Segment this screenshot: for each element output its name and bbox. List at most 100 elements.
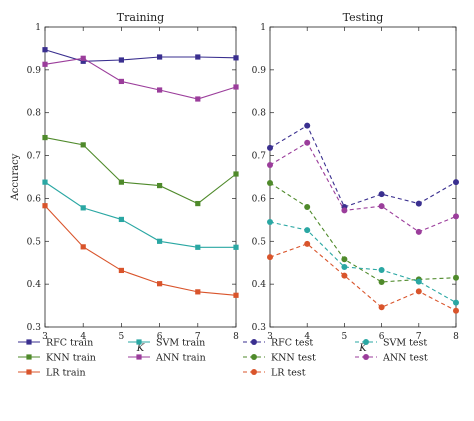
data-point-knn-train bbox=[42, 134, 48, 141]
data-point-rfc-test bbox=[378, 191, 385, 198]
data-point-ann-test bbox=[341, 207, 348, 214]
legend-label-svm-test: SVM test bbox=[383, 338, 427, 349]
data-point-ann-train bbox=[233, 84, 239, 90]
y-tick-label: 1 bbox=[35, 23, 41, 33]
legend-marker-ann-test bbox=[363, 354, 369, 360]
series-line-lr-test bbox=[269, 243, 457, 312]
x-tick-label: 6 bbox=[379, 332, 385, 342]
data-point-ann-test bbox=[378, 203, 385, 210]
legend-marker-ann-train bbox=[136, 354, 142, 360]
y-tick-label: 0.3 bbox=[252, 323, 267, 333]
y-tick-label: 0.7 bbox=[27, 152, 42, 162]
y-tick-label: 0.3 bbox=[27, 323, 42, 333]
legend-marker-lr-test bbox=[251, 369, 257, 375]
testing-legend: RFC test KNN test LR test SVM test ANN test bbox=[243, 338, 428, 379]
data-point-lr-test bbox=[341, 272, 348, 279]
x-tick-label: 4 bbox=[80, 332, 86, 342]
legend-marker-rfc-test bbox=[251, 339, 257, 345]
data-point-ann-train bbox=[80, 55, 86, 61]
data-point-svm-test bbox=[378, 267, 385, 273]
legend-label-ann-test: ANN test bbox=[382, 353, 428, 364]
data-point-ann-train bbox=[118, 78, 124, 85]
x-tick-label: 3 bbox=[42, 332, 48, 342]
data-point-knn-train bbox=[195, 200, 201, 207]
data-point-ann-test bbox=[304, 139, 311, 146]
data-point-lr-test bbox=[378, 304, 385, 311]
legend-marker-svm-test bbox=[363, 339, 369, 345]
y-tick-label: 0.9 bbox=[27, 66, 42, 76]
data-point-knn-train bbox=[233, 171, 239, 177]
x-tick-label: 4 bbox=[304, 332, 310, 342]
legend-marker-knn-test bbox=[251, 354, 257, 360]
data-point-lr-train bbox=[118, 267, 124, 274]
data-point-knn-test bbox=[267, 180, 273, 186]
data-point-ann-test bbox=[415, 228, 422, 235]
x-tick-label: 5 bbox=[119, 332, 125, 342]
data-point-lr-train bbox=[195, 289, 201, 295]
series-line-svm-train bbox=[44, 181, 236, 248]
data-point-ann-test bbox=[267, 162, 273, 168]
data-point-rfc-test bbox=[453, 179, 459, 186]
series-line-lr-train bbox=[44, 205, 237, 296]
data-point-lr-train bbox=[42, 203, 48, 209]
series-line-rfc-test bbox=[269, 124, 457, 208]
y-tick-label: 0.6 bbox=[252, 194, 267, 204]
data-point-lr-test bbox=[304, 240, 311, 247]
y-tick-label: 0.7 bbox=[252, 152, 267, 162]
series-line-ann-test bbox=[269, 141, 457, 233]
data-point-lr-test bbox=[415, 288, 422, 295]
data-point-knn-test bbox=[378, 279, 385, 285]
data-point-rfc-train bbox=[80, 58, 86, 64]
x-axis-label: K bbox=[136, 343, 145, 354]
x-tick-label: 3 bbox=[267, 332, 273, 342]
data-point-lr-train bbox=[80, 244, 86, 250]
data-point-rfc-train bbox=[195, 54, 201, 60]
series-line-svm-test bbox=[269, 221, 457, 304]
chart-title: Testing bbox=[343, 11, 384, 24]
data-point-svm-test bbox=[304, 227, 311, 234]
series-line-knn-train bbox=[44, 137, 237, 205]
data-point-ann-train bbox=[157, 87, 163, 93]
y-tick-label: 0.9 bbox=[252, 66, 267, 76]
data-point-knn-test bbox=[341, 256, 348, 263]
legend-marker-lr-train bbox=[26, 369, 32, 375]
plot-frame bbox=[269, 26, 457, 328]
legend-label-knn-train: KNN train bbox=[46, 353, 96, 364]
legend-marker-svm-train bbox=[136, 339, 142, 345]
data-point-rfc-train bbox=[233, 55, 239, 61]
y-tick-label: 0.4 bbox=[27, 280, 42, 290]
plot-frame bbox=[44, 26, 237, 328]
data-point-svm-train bbox=[157, 238, 163, 244]
data-point-rfc-train bbox=[157, 54, 163, 60]
x-tick-label: 8 bbox=[453, 332, 459, 342]
data-point-svm-train bbox=[233, 244, 239, 250]
data-point-lr-train bbox=[233, 292, 239, 298]
legend-label-lr-train: LR train bbox=[46, 368, 86, 379]
data-point-svm-train bbox=[195, 244, 201, 250]
data-point-rfc-train bbox=[42, 47, 48, 53]
data-point-rfc-test bbox=[267, 144, 273, 151]
data-point-svm-test bbox=[415, 278, 422, 285]
y-tick-label: 0.5 bbox=[27, 237, 42, 247]
data-point-svm-train bbox=[118, 216, 124, 223]
series-line-ann-train bbox=[44, 57, 237, 100]
data-point-knn-test bbox=[304, 204, 311, 210]
legend-label-svm-train: SVM train bbox=[156, 338, 205, 349]
data-point-lr-train bbox=[157, 281, 163, 287]
x-tick-label: 6 bbox=[157, 332, 163, 342]
data-point-ann-train bbox=[195, 96, 201, 102]
data-point-svm-test bbox=[453, 299, 459, 306]
y-tick-label: 0.8 bbox=[27, 109, 42, 119]
testing-panel: 0.3 0.4 0.5 0.6 0.7 0.8 0.9 1 3 4 5 6 7 8 Testing K bbox=[252, 11, 459, 354]
x-tick-label: 7 bbox=[416, 332, 422, 342]
legend-label-lr-test: LR test bbox=[271, 368, 306, 379]
training-panel: 0.3 0.4 0.5 0.6 0.7 0.8 0.9 1 3 4 5 6 7 8 Training K Acc… bbox=[10, 11, 239, 354]
data-point-lr-test bbox=[267, 254, 273, 261]
series-line-knn-test bbox=[269, 182, 457, 283]
training-legend: RFC train KNN train LR train SVM train ANN t… bbox=[18, 338, 206, 379]
data-point-lr-test bbox=[453, 307, 459, 314]
legend-label-ann-train: ANN train bbox=[155, 353, 206, 364]
data-point-ann-test bbox=[453, 213, 459, 220]
data-point-knn-train bbox=[118, 179, 124, 185]
chart-title: Training bbox=[117, 11, 164, 24]
